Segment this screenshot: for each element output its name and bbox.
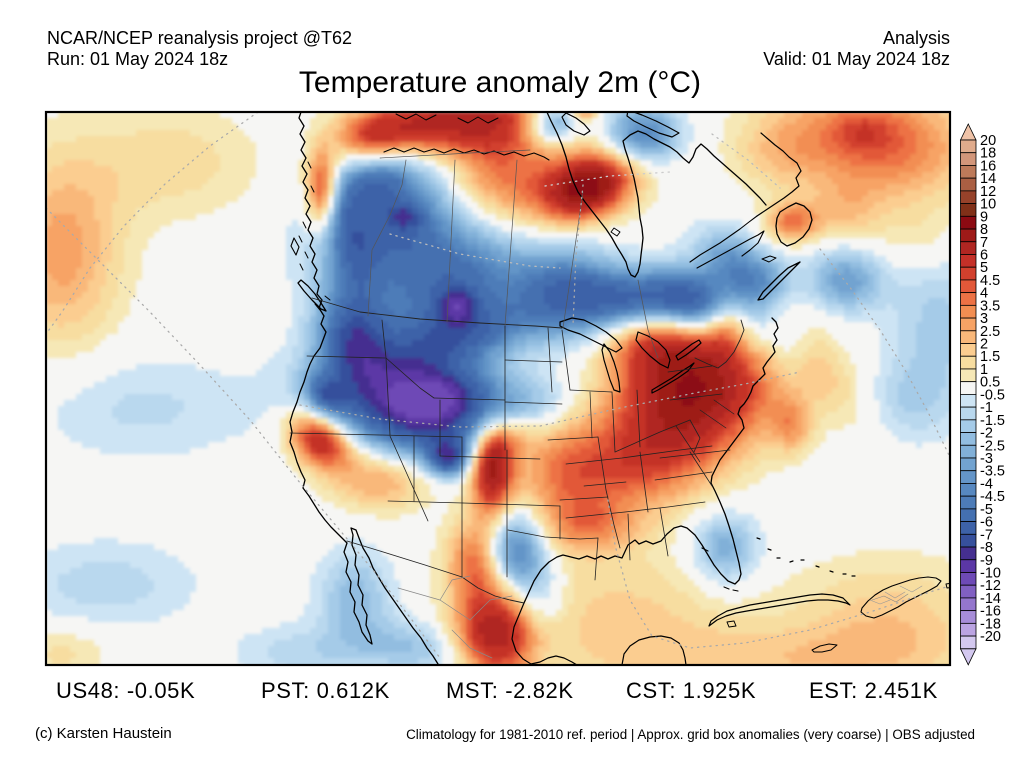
svg-text:-6: -6 [980,515,993,531]
svg-text:-5: -5 [980,502,993,518]
svg-text:4: 4 [980,286,988,302]
svg-text:-4.5: -4.5 [980,489,1005,505]
svg-text:-14: -14 [980,591,1001,607]
svg-text:-2.5: -2.5 [980,438,1005,454]
svg-text:12: 12 [980,184,996,200]
svg-text:7: 7 [980,235,988,251]
svg-text:1.5: 1.5 [980,349,1000,365]
svg-text:-1: -1 [980,400,993,416]
svg-text:-18: -18 [980,616,1001,632]
svg-text:-1.5: -1.5 [980,413,1005,429]
svg-text:-4: -4 [980,476,993,492]
svg-text:-20: -20 [980,629,1001,645]
svg-text:-16: -16 [980,604,1001,620]
svg-text:-7: -7 [980,527,993,543]
svg-text:3: 3 [980,311,988,327]
svg-text:18: 18 [980,146,996,162]
svg-text:-12: -12 [980,578,1001,594]
svg-text:-3: -3 [980,451,993,467]
svg-text:8: 8 [980,222,988,238]
svg-text:9: 9 [980,209,988,225]
svg-text:6: 6 [980,247,988,263]
svg-text:14: 14 [980,171,996,187]
svg-text:1: 1 [980,362,988,378]
svg-text:4.5: 4.5 [980,273,1000,289]
svg-text:-2: -2 [980,426,993,442]
svg-text:2.5: 2.5 [980,324,1000,340]
svg-text:0.5: 0.5 [980,375,1000,391]
svg-text:-0.5: -0.5 [980,387,1005,403]
svg-text:2: 2 [980,337,988,353]
svg-text:-9: -9 [980,553,993,569]
svg-text:5: 5 [980,260,988,276]
svg-text:-3.5: -3.5 [980,464,1005,480]
svg-text:20: 20 [980,133,996,149]
svg-text:16: 16 [980,158,996,174]
svg-text:3.5: 3.5 [980,298,1000,314]
svg-text:10: 10 [980,197,996,213]
svg-text:-8: -8 [980,540,993,556]
svg-text:-10: -10 [980,565,1001,581]
